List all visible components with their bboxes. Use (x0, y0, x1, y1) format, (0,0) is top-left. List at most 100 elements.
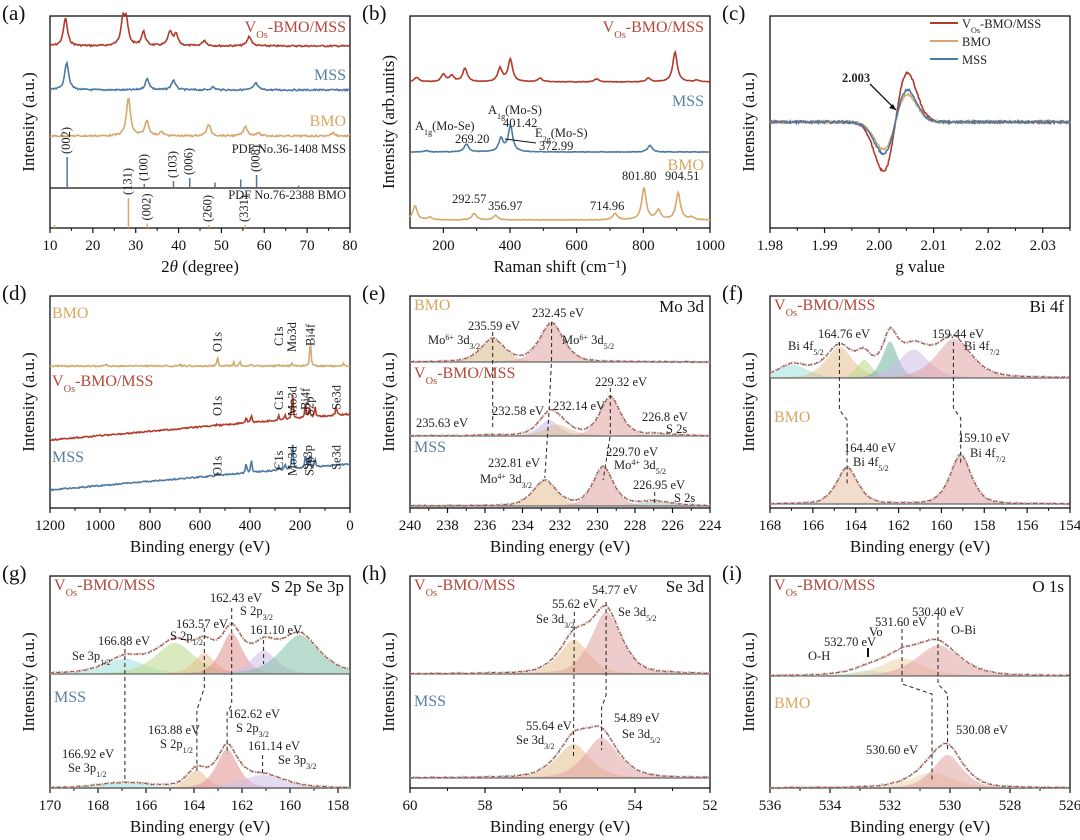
x-axis-label: Binding energy (eV) (490, 537, 630, 556)
x-tick-label: 170 (39, 798, 62, 814)
x-tick-label: 530 (939, 798, 962, 814)
annotation: 530.40 eV (912, 605, 964, 619)
annotation: Mo6+ 3d3/2 (428, 333, 480, 351)
y-axis-label: Intensity (a.u.) (739, 632, 758, 732)
ann-sub: 3/2 (564, 621, 574, 630)
peak-tag: Se3d (329, 444, 343, 470)
series-line-bmo (49, 343, 351, 368)
panel-title: O 1s (1032, 577, 1064, 596)
annotation: 530.08 eV (956, 723, 1008, 737)
series-label-main: V (54, 577, 66, 594)
series-label: BMO (414, 297, 450, 314)
x-tick-label: 164 (183, 798, 206, 814)
ann-c: 4f (865, 455, 879, 469)
ann-c: 3d (640, 458, 656, 472)
annotation-a1g-mose-sub: 1g (424, 128, 432, 137)
panel-label: (i) (722, 561, 742, 585)
annotation: Bi 4f7/2 (964, 339, 1000, 357)
ann-sub: 1/2 (183, 746, 193, 755)
annotation: 162.43 eV (210, 591, 262, 605)
annotation-a1g-mose-rest: (Mo-Se) (432, 119, 474, 133)
x-tick-label: 226 (661, 518, 684, 534)
x-tick-label: 1.98 (757, 238, 783, 254)
series-label-main: BMO (52, 305, 88, 322)
fit-component (410, 639, 710, 674)
peak-tag: Bi4f (299, 387, 313, 410)
ann-c: 3d (631, 605, 647, 619)
series-label: VOs-BMO/MSS (245, 19, 346, 41)
hkl-label: (002) (59, 127, 73, 154)
ann-sub: 5/2 (813, 348, 823, 357)
annotation-357: 356.97 (488, 199, 522, 213)
x-tick-label: 54 (628, 798, 644, 814)
hkl-label: (006) (182, 148, 196, 175)
x-tick-label: 158 (973, 518, 996, 534)
x-axis-label: Binding energy (eV) (490, 817, 630, 836)
envelope-fit-line (409, 725, 710, 779)
ann-sub: 5/2 (646, 614, 656, 623)
series-label-main: V (603, 19, 615, 36)
annotation: 532.70 eV (824, 635, 876, 649)
annotation-a1g-mos-rest: (Mo-S) (505, 103, 542, 117)
annotation: Se 3d5/2 (622, 727, 661, 745)
ann-c: 4f (800, 339, 814, 353)
y-axis-label: Intensity (a.u.) (19, 632, 38, 732)
annotation: 159.10 eV (958, 431, 1010, 445)
ann-a: Se (516, 733, 529, 747)
ann-c: 2p (243, 721, 259, 735)
envelope-fit-line (409, 395, 711, 437)
x-axis-label: g value (895, 257, 945, 276)
series-label: BMO (774, 409, 810, 426)
annotation: 162.62 eV (228, 707, 280, 721)
x-tick-label: 400 (239, 518, 262, 534)
series-label-main: BMO (668, 157, 704, 174)
series-label: VOs-BMO/MSS (603, 19, 704, 41)
annotation: 55.62 eV (552, 597, 598, 611)
legend-label-rest: -BMO/MSS (980, 17, 1041, 31)
x-tick-label: 228 (624, 518, 647, 534)
x-tick-label: 238 (436, 518, 459, 534)
ann-sup: 4+ (497, 472, 506, 481)
series-label: MSS (414, 439, 446, 456)
ann-c: 3p (85, 649, 101, 663)
series-label: BMO (52, 305, 88, 322)
ann-sup: 4+ (631, 458, 640, 467)
series-label-main: V (52, 373, 64, 390)
hkl-label: (103) (165, 151, 179, 178)
series-label-main: MSS (414, 439, 446, 456)
x-tick-label: 40 (171, 238, 186, 254)
series-line-vos-bmo-mss (50, 11, 351, 48)
series-label-sub: Os (426, 588, 438, 599)
annotation: O-Bi (951, 623, 977, 637)
chart-svg-f: (f) 168 166 164 162 160 158 156 154 Binding energ… (722, 281, 1080, 556)
x-tick-label: 0 (346, 518, 354, 534)
ann-sub: 3/2 (544, 742, 554, 751)
x-tick-label: 20 (85, 238, 100, 254)
x-axis-label: Binding energy (eV) (850, 537, 990, 556)
series-label: VOs-BMO/MSS (774, 297, 875, 319)
series-label-sub: Os (786, 588, 798, 599)
hkl-label: (002) (139, 193, 153, 220)
peak-tag: S2p (303, 397, 317, 416)
x-tick-label: 158 (327, 798, 350, 814)
fit-component (410, 480, 710, 506)
ann-sub: 1/2 (100, 658, 110, 667)
guide-dashed-line (901, 622, 933, 782)
panel-title: Se 3d (666, 577, 705, 596)
annotation: 161.14 eV (248, 739, 300, 753)
ann-a: Bi (970, 446, 982, 460)
panel-label: (d) (2, 281, 27, 305)
annotation: Se 3p3/2 (278, 753, 317, 771)
ann-sub: 5/2 (650, 736, 660, 745)
legend-label-main: MSS (962, 53, 987, 67)
ann-a: Bi (788, 339, 800, 353)
guide-dashed-line (937, 616, 949, 752)
annotation: O-H (808, 649, 830, 663)
panel-b: (b) 200 400 600 800 1000 Raman shift (cm⁻¹) Int… (360, 0, 725, 280)
fit-component (50, 775, 350, 788)
x-tick-label: 2.01 (921, 238, 947, 254)
ann-sub: 7/2 (989, 348, 999, 357)
hkl-label: (008) (249, 145, 263, 172)
plot-frame (409, 15, 711, 229)
arrow-head-icon (889, 104, 896, 110)
